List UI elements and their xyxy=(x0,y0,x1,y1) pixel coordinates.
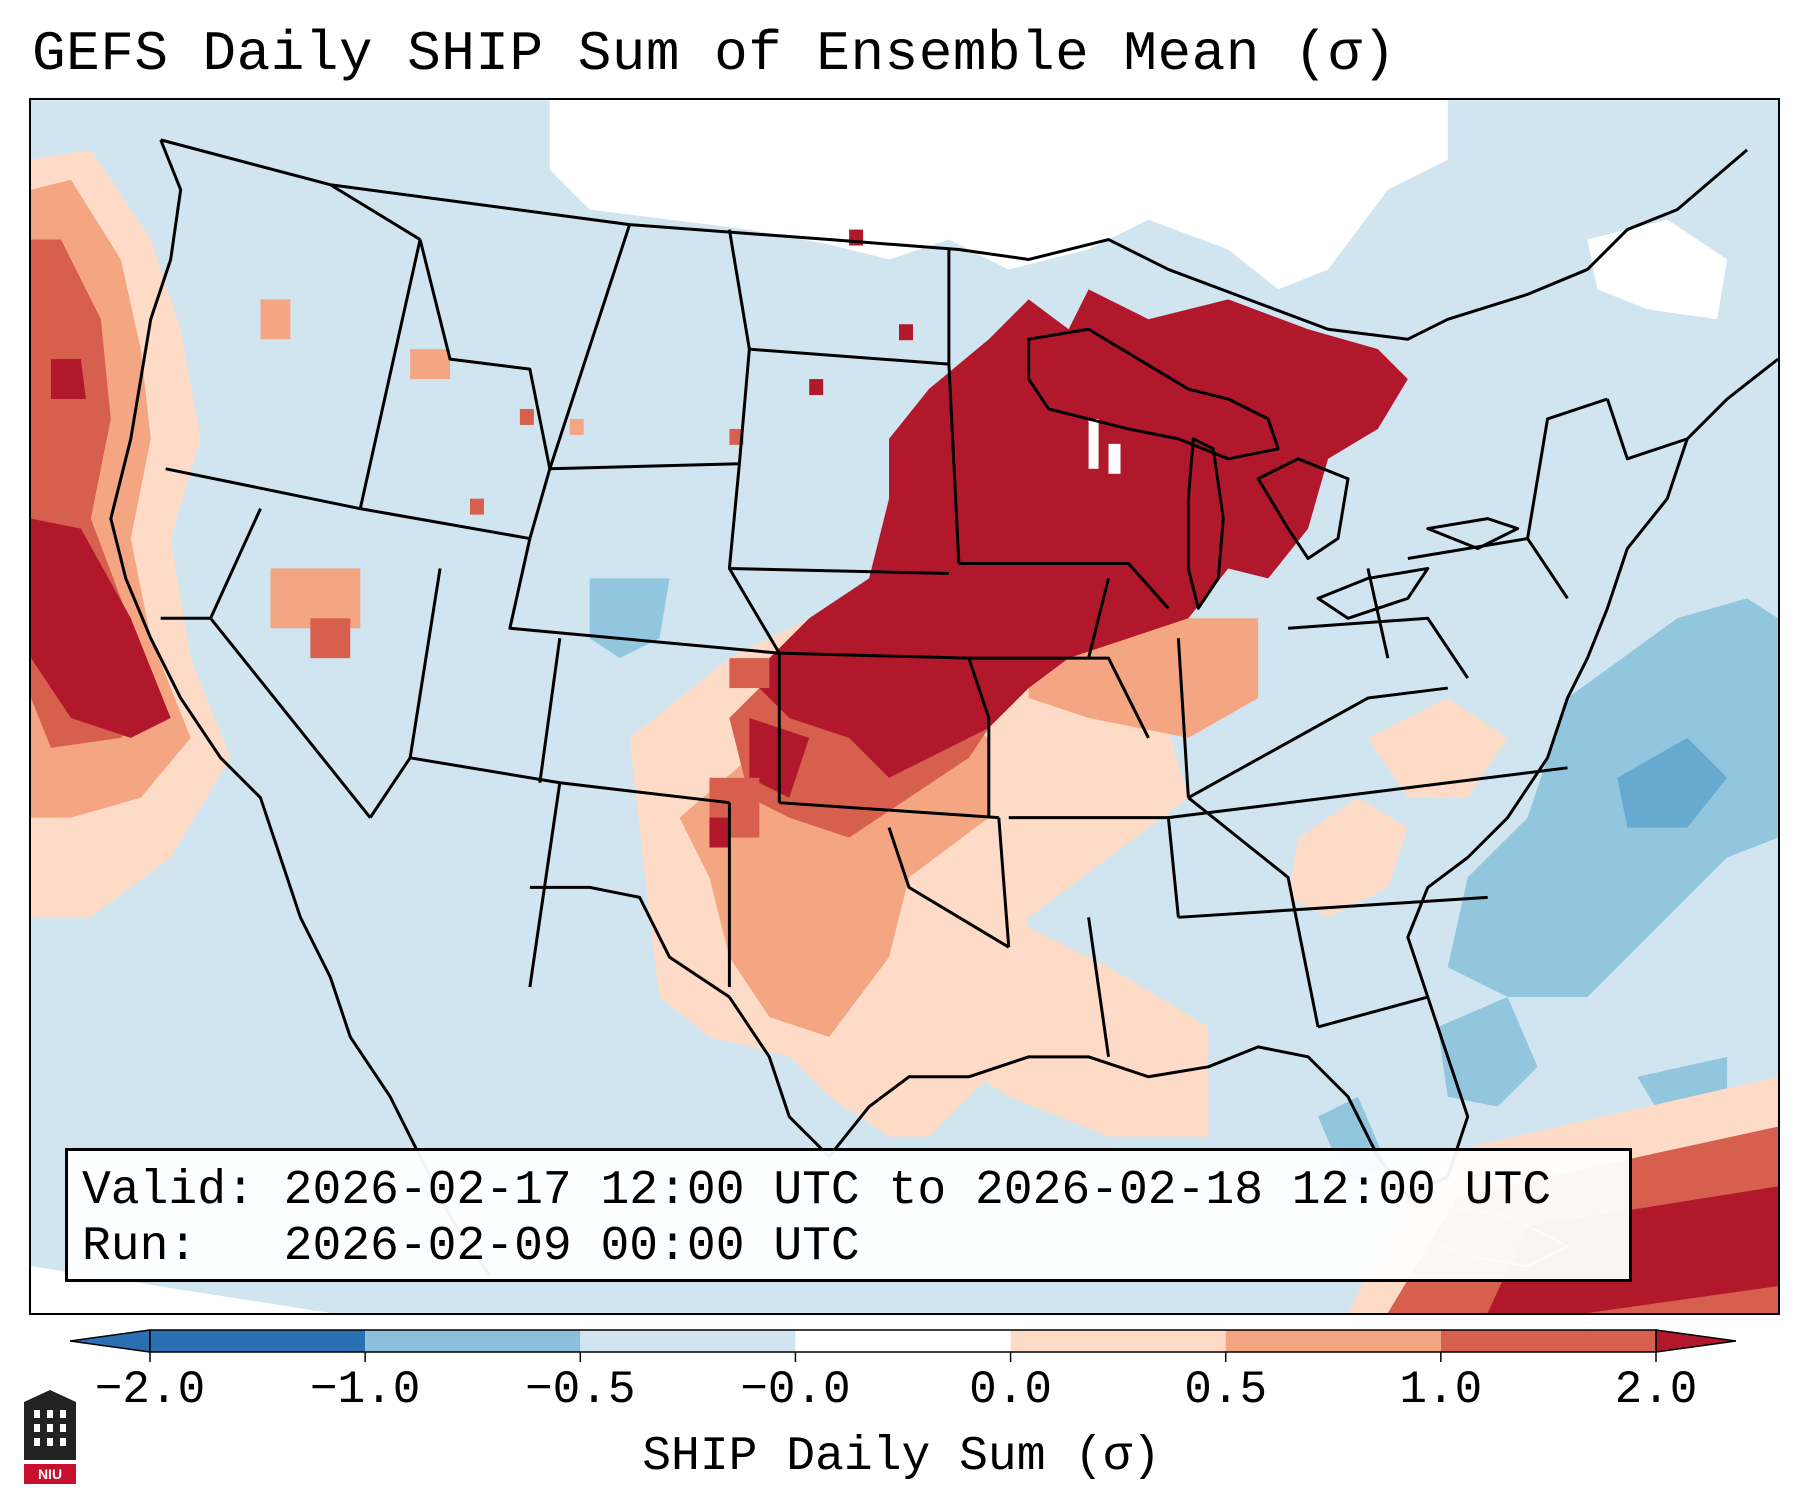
colorbar xyxy=(70,1329,1736,1362)
colorbar-tick-label: −0.5 xyxy=(525,1364,636,1416)
colorbar-tick-label: 0.5 xyxy=(1184,1364,1268,1416)
ship-anomaly-map xyxy=(31,100,1778,1313)
colorbar-tick-label: −0.0 xyxy=(740,1364,851,1416)
colorbar-label: SHIP Daily Sum (σ) xyxy=(642,1430,1161,1484)
colorbar-segment xyxy=(1010,1330,1226,1352)
colorbar-extend-low xyxy=(70,1329,151,1353)
colorbar-tick-label: −1.0 xyxy=(309,1364,421,1416)
valid-value: 2026-02-17 12:00 UTC to 2026-02-18 12:00… xyxy=(283,1164,1552,1218)
field-pacific-positive xyxy=(31,149,231,918)
colorbar-segment xyxy=(1225,1330,1441,1352)
colorbar-extend-high xyxy=(1655,1329,1736,1353)
colorbar-segment xyxy=(795,1330,1011,1352)
colorbar-segment xyxy=(1440,1330,1656,1352)
chart-title: GEFS Daily SHIP Sum of Ensemble Mean (σ) xyxy=(32,22,1397,86)
map-boundaries xyxy=(109,138,1778,1277)
colorbar-segment xyxy=(150,1330,366,1352)
field-atlantic-strong xyxy=(1617,737,1728,828)
lake-michigan xyxy=(1186,437,1225,610)
colorbar-tick-label: 1.0 xyxy=(1399,1364,1483,1416)
lake-erie xyxy=(1316,566,1430,620)
colorbar-outline xyxy=(149,1329,1657,1353)
lake-ontario xyxy=(1426,517,1520,551)
run-value: 2026-02-09 00:00 UTC xyxy=(283,1220,860,1274)
lake-huron xyxy=(1256,457,1350,560)
valid-run-info-box: Valid: 2026-02-17 12:00 UTC to 2026-02-1… xyxy=(65,1148,1632,1282)
colorbar-tick-label: 2.0 xyxy=(1614,1364,1698,1416)
run-label: Run: xyxy=(82,1220,198,1274)
coast-pacific xyxy=(109,139,332,978)
border-us-canada xyxy=(160,138,1749,341)
map-panel xyxy=(29,98,1780,1315)
colorbar-tick-label: 0.0 xyxy=(969,1364,1052,1416)
colorbar-tick-label: −2.0 xyxy=(94,1364,206,1416)
colorbar-segment xyxy=(365,1330,581,1352)
niu-logo: NIU xyxy=(24,1390,76,1484)
colorbar-segment xyxy=(580,1330,796,1352)
niu-logo-text: NIU xyxy=(38,1466,62,1482)
lake-superior xyxy=(1027,327,1280,461)
valid-label: Valid: xyxy=(82,1164,255,1218)
